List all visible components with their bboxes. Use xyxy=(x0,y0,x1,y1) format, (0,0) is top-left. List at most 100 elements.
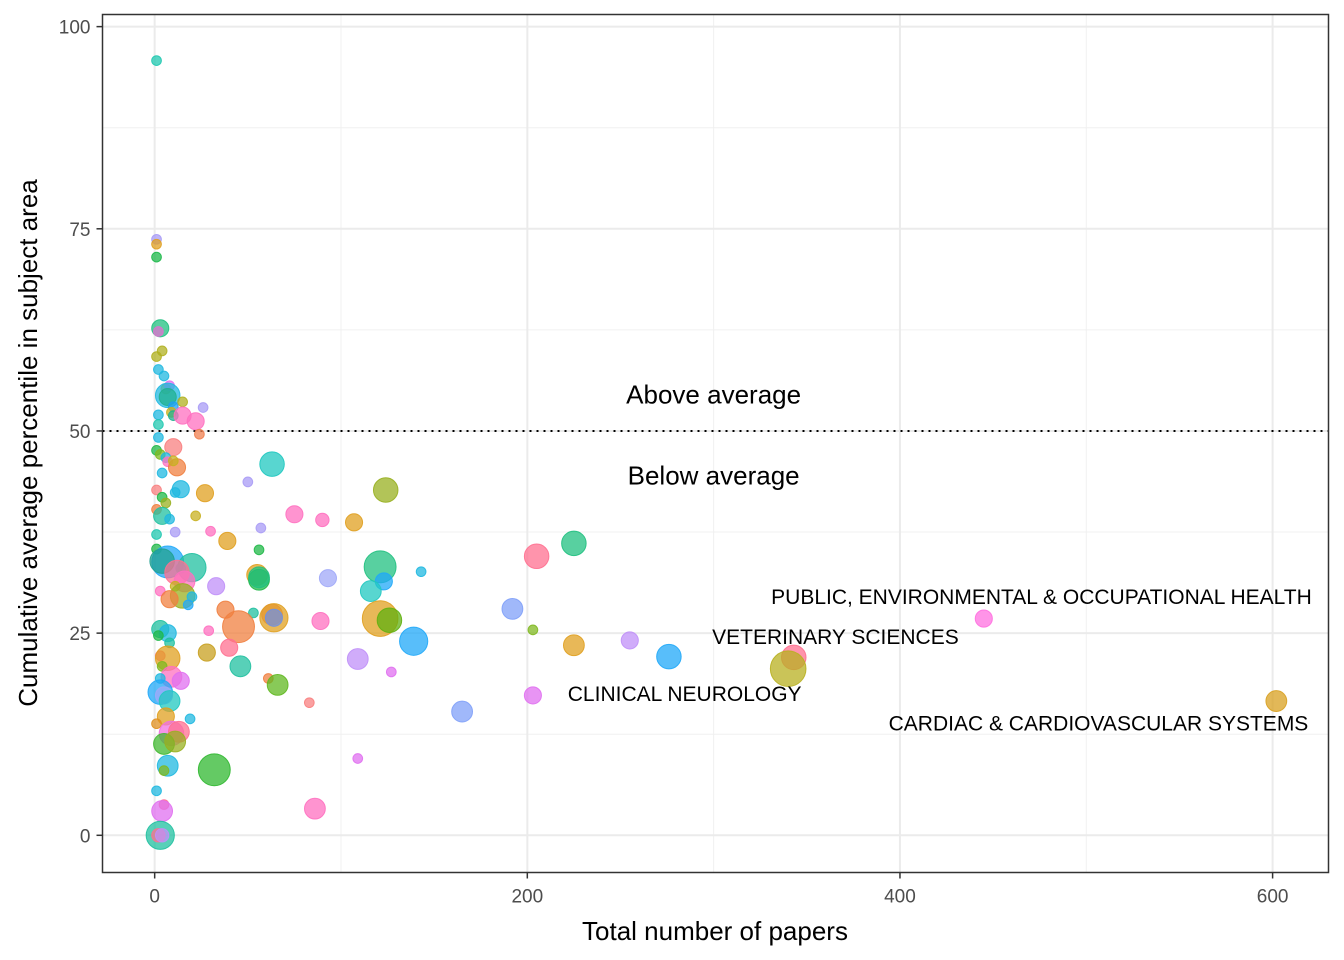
data-point xyxy=(385,666,397,678)
data-point xyxy=(164,513,175,525)
data-point xyxy=(190,510,202,522)
data-point xyxy=(222,610,255,644)
data-point xyxy=(415,566,427,578)
data-point xyxy=(311,611,330,631)
data-point xyxy=(523,686,542,705)
data-point xyxy=(527,624,539,636)
data-point xyxy=(399,626,429,656)
x-axis: 0 200 400 600 xyxy=(149,872,1289,908)
data-point xyxy=(451,700,474,723)
x-tick-label: 200 xyxy=(511,887,543,908)
data-point xyxy=(158,765,170,776)
data-point xyxy=(164,730,187,753)
data-point xyxy=(266,673,289,696)
y-tick-label: 50 xyxy=(69,422,90,443)
data-point xyxy=(561,530,587,557)
data-point xyxy=(974,609,993,628)
data-point xyxy=(523,543,550,570)
data-point xyxy=(197,643,216,662)
data-point xyxy=(153,432,164,443)
point-label: CLINICAL NEUROLOGY xyxy=(568,683,802,706)
data-point xyxy=(153,326,164,337)
data-point xyxy=(255,522,267,534)
data-point xyxy=(197,753,231,787)
data-point xyxy=(151,785,162,797)
data-point xyxy=(151,351,162,362)
data-point xyxy=(220,638,239,657)
data-point xyxy=(205,525,216,537)
data-point xyxy=(203,625,215,637)
data-point xyxy=(194,428,205,440)
data-point xyxy=(151,718,162,730)
point-label: VETERINARY SCIENCES xyxy=(712,626,959,649)
data-point xyxy=(501,597,524,620)
data-point xyxy=(154,828,170,843)
data-point xyxy=(158,387,177,407)
data-point xyxy=(153,419,164,430)
data-point xyxy=(315,512,330,528)
data-point xyxy=(242,476,254,488)
data-point xyxy=(285,505,304,524)
data-point xyxy=(656,643,682,670)
data-point xyxy=(359,580,382,602)
y-axis: 0 25 50 75 100 xyxy=(59,18,103,847)
data-point xyxy=(156,467,168,479)
below-average-annotation: Below average xyxy=(628,460,800,490)
data-point xyxy=(186,412,205,431)
plot-border xyxy=(101,13,1330,874)
points-layer xyxy=(145,55,1288,850)
data-point xyxy=(346,648,369,670)
above-average-annotation: Above average xyxy=(626,380,801,410)
data-point xyxy=(184,713,196,725)
data-point xyxy=(207,577,226,596)
data-point xyxy=(177,396,188,408)
data-point xyxy=(151,238,162,250)
y-tick-label: 25 xyxy=(69,624,90,645)
data-point xyxy=(376,607,403,633)
data-point xyxy=(352,753,364,764)
data-point xyxy=(197,402,209,413)
data-point xyxy=(229,655,252,678)
y-tick-label: 75 xyxy=(69,220,90,241)
data-point xyxy=(158,370,170,382)
data-point xyxy=(304,797,326,820)
data-point xyxy=(248,566,270,589)
data-point xyxy=(169,487,181,498)
data-point xyxy=(151,484,162,496)
point-labels: PUBLIC, ENVIRONMENTAL & OCCUPATIONAL HEA… xyxy=(568,586,1312,736)
point-label: PUBLIC, ENVIRONMENTAL & OCCUPATIONAL HEA… xyxy=(771,586,1312,609)
x-tick-label: 400 xyxy=(884,887,916,908)
grid-lines xyxy=(102,14,1329,873)
point-label: CARDIAC & CARDIOVASCULAR SYSTEMS xyxy=(889,713,1309,736)
data-point xyxy=(248,607,259,619)
data-point xyxy=(253,544,265,556)
data-point xyxy=(195,484,215,503)
data-point xyxy=(344,513,364,532)
data-point xyxy=(153,630,164,641)
x-tick-label: 600 xyxy=(1257,887,1289,908)
data-point xyxy=(151,251,162,263)
x-tick-label: 0 xyxy=(149,887,160,908)
y-tick-label: 100 xyxy=(59,18,91,39)
x-axis-title: Total number of papers xyxy=(582,916,848,946)
data-point xyxy=(160,497,172,509)
data-point xyxy=(264,608,283,627)
data-point xyxy=(218,531,237,550)
data-point xyxy=(151,800,174,822)
data-point xyxy=(562,634,585,657)
data-point xyxy=(151,529,162,540)
data-point xyxy=(153,409,164,421)
data-point xyxy=(171,671,190,690)
data-point xyxy=(372,477,399,503)
data-point xyxy=(303,697,315,709)
data-point xyxy=(769,650,807,688)
data-point xyxy=(1265,690,1288,712)
y-axis-title: Cumulative average percentile in subject… xyxy=(13,179,43,707)
data-point xyxy=(259,451,285,477)
data-point xyxy=(169,526,181,538)
data-point xyxy=(151,55,162,66)
data-point xyxy=(620,631,639,650)
data-point xyxy=(182,599,194,611)
data-point xyxy=(160,590,179,609)
